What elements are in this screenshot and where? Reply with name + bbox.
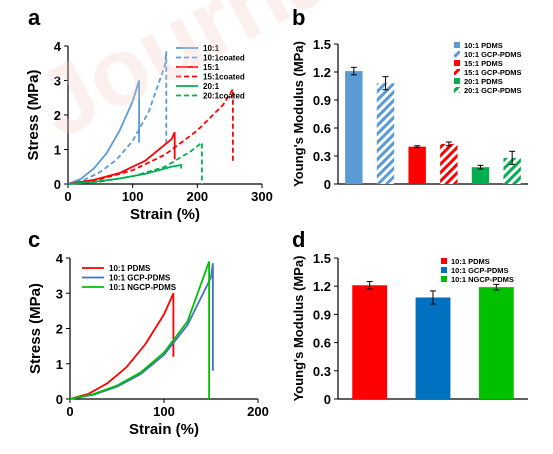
bar-0 [352,285,388,399]
legend-label: 15:1coated [203,73,245,82]
y-tick-label: 1.5 [313,37,331,52]
y-tick-label: 1 [54,143,61,158]
y-tick-label: 1.5 [313,251,331,266]
panel-c: c 0 1 2 3 4 Stress (MPa) 0 100 200 Strain (%) 10:1 … [27,227,269,438]
legend-label: 15:1 [203,63,220,72]
x-axis-label: Strain (%) [129,421,199,438]
legend-swatch [454,78,460,84]
y-tick-label: 0 [324,177,331,192]
legend-swatch [441,276,447,282]
legend-label: 10:1 NGCP-PDMS [109,283,177,292]
y-tick-label: 4 [54,39,62,54]
y-tick-label: 0.9 [313,93,331,108]
legend-label: 20:1 GCP-PDMS [464,86,522,95]
legend-swatch [454,69,460,75]
legend-label: 10:1 GCP-PDMS [464,50,522,59]
bar-2 [478,287,514,399]
panel-label: d [292,227,305,252]
y-axis-label: Young's Modulus (MPa) [291,256,306,402]
y-tick-label: 0.3 [313,149,331,164]
y-tick-label: 2 [54,108,61,123]
bar-1 [415,297,451,399]
y-axis-label: Stress (MPa) [27,283,44,374]
bar-3 [440,143,458,184]
legend-label: 10:1 GCP-PDMS [109,274,171,283]
legend-label: 10:1 [203,44,220,53]
series-line-0 [67,80,141,185]
y-tick-label: 1.2 [313,65,331,80]
legend-label: 10:1 PDMS [109,264,151,273]
legend-label: 20:1 PDMS [464,77,503,86]
x-tick-label: 0 [66,404,73,419]
x-tick-label: 100 [122,189,144,204]
series-line-2 [69,261,211,400]
y-axis-label: Stress (MPa) [25,70,42,161]
y-tick-label: 3 [54,74,61,89]
y-tick-label: 3 [56,286,63,301]
x-tick-label: 100 [153,404,175,419]
legend-swatch [454,51,460,57]
legend-label: 15:1 GCP-PDMS [464,68,522,77]
series-line-5 [67,140,203,185]
series-line-0 [69,292,175,400]
legend-swatch [454,42,460,48]
y-tick-label: 2 [56,322,63,337]
legend-swatch [441,258,447,264]
legend-label: 15:1 PDMS [464,59,503,68]
bar-0 [345,71,363,184]
bar-2 [408,146,426,184]
legend-swatch [454,60,460,66]
y-tick-label: 0.6 [313,121,331,136]
legend-label: 10:1 PDMS [464,41,503,50]
legend-label: 20:1coated [203,92,245,101]
x-tick-label: 0 [64,189,71,204]
y-tick-label: 0.3 [313,364,331,379]
y-tick-label: 0 [54,177,61,192]
x-axis-label: Strain (%) [130,206,200,223]
legend-swatch [441,267,447,273]
x-tick-label: 200 [186,189,208,204]
series-line-1 [67,51,168,185]
panel-b: b 0 0.3 0.6 0.9 1.2 1.5 Young's Modulus (MPa) 10… [291,5,528,192]
series-line-3 [67,85,234,185]
x-tick-label: 300 [251,189,273,204]
y-tick-label: 0 [56,392,63,407]
y-tick-label: 4 [56,251,64,266]
panel-label: c [28,227,40,252]
legend-label: 10:1coated [203,54,245,63]
panel-d: d 0 0.3 0.6 0.9 1.2 1.5 Young's Modulus (MPa) 10… [291,227,528,407]
bar-1 [376,83,395,184]
legend-swatch [454,87,460,93]
legend-label: 10:1 PDMS [451,257,490,266]
legend-label: 10:1 NGCP-PDMS [451,275,514,284]
y-tick-label: 1.2 [313,279,331,294]
legend-label: 10:1 GCP-PDMS [451,266,509,275]
panel-label: b [292,5,305,30]
x-tick-label: 200 [247,404,269,419]
panel-a: a 0 1 2 3 4 Stress (MPa) 0 100 200 300 Strain (%) 10… [25,5,273,223]
legend-label: 20:1 [203,82,220,91]
y-axis-label: Young's Modulus (MPa) [291,41,306,187]
y-tick-label: 0.9 [313,307,331,322]
y-tick-label: 0 [324,392,331,407]
panel-label: a [28,5,41,30]
y-tick-label: 0.6 [313,336,331,351]
bar-4 [471,167,490,184]
y-tick-label: 1 [56,357,63,372]
bar-5 [503,157,521,184]
